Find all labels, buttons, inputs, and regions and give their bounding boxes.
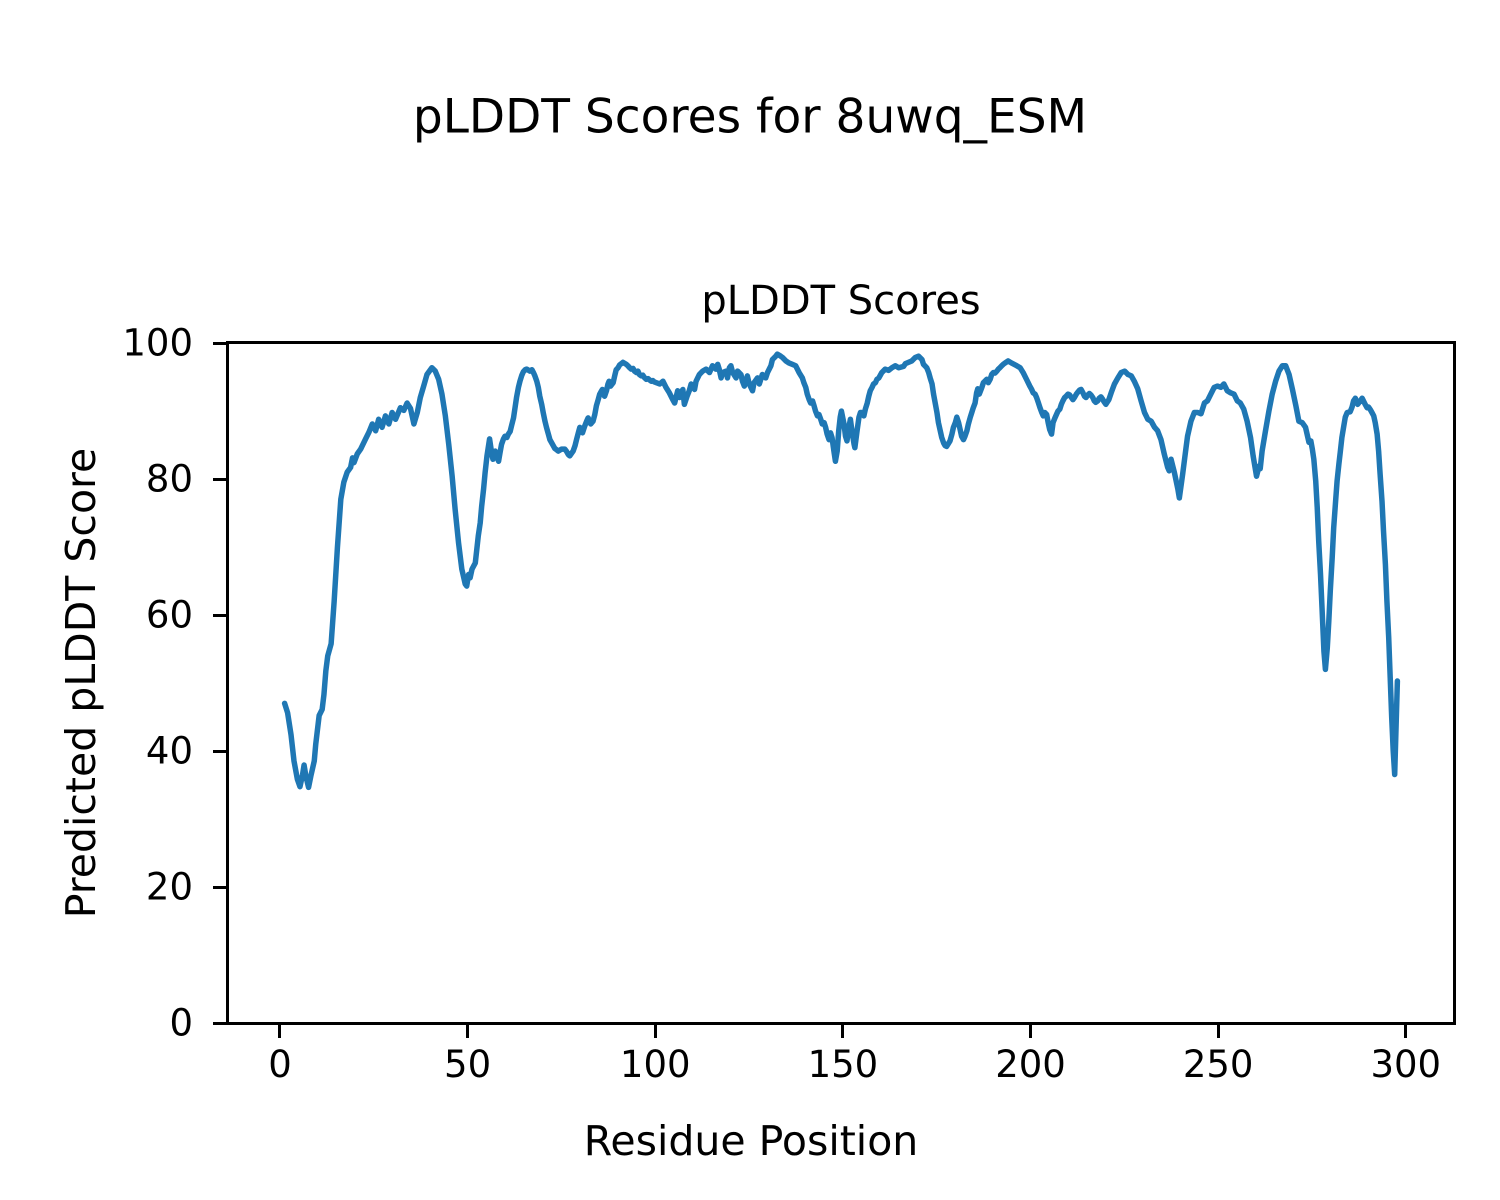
plddt-line [281,351,1401,791]
x-tick-label: 150 [807,1043,879,1086]
x-tick-label: 50 [444,1043,492,1086]
y-tick-label: 20 [145,865,193,909]
x-tick-mark [841,1023,845,1038]
plot-area [226,341,1456,1025]
x-tick-label: 250 [1182,1043,1254,1086]
x-tick-mark [1029,1023,1032,1038]
x-axis-label: Residue Position [583,1117,919,1165]
y-tick-label: 0 [169,1001,193,1045]
x-tick-mark [653,1023,657,1038]
y-tick-mark [213,885,228,889]
y-tick-mark [213,749,228,753]
y-axis-label: Predicted pLDDT Score [57,447,105,919]
x-tick-mark [1404,1023,1408,1038]
figure-title: pLDDT Scores for 8uwq_ESM [412,89,1088,145]
x-tick-label: 300 [1370,1043,1442,1086]
y-tick-mark [213,341,228,345]
y-tick-mark [213,613,228,617]
y-tick-label: 80 [145,457,193,501]
y-tick-label: 40 [145,729,193,773]
x-tick-label: 100 [619,1043,691,1086]
y-tick-label: 100 [122,321,193,365]
y-tick-mark [213,1021,228,1025]
axes-title: pLDDT Scores [701,278,981,324]
x-tick-mark [278,1023,282,1038]
x-tick-mark [1216,1023,1220,1038]
y-tick-mark [213,477,228,481]
x-tick-label: 0 [268,1043,292,1086]
x-tick-mark [466,1023,470,1038]
y-tick-label: 60 [145,593,193,637]
x-tick-label: 200 [995,1043,1066,1086]
plot-canvas [281,351,1401,791]
